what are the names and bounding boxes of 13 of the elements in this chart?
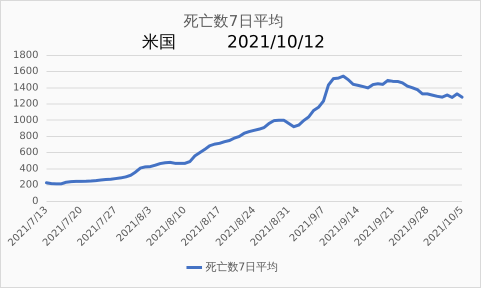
y-tick-label: 800 (19, 131, 38, 142)
y-tick-label: 600 (19, 147, 38, 158)
y-tick-label: 1000 (12, 114, 38, 126)
y-tick-label: 1400 (12, 82, 38, 94)
chart-title: 死亡数7日平均 (184, 12, 284, 30)
y-tick-label: 0 (32, 196, 38, 207)
y-tick-label: 200 (19, 180, 38, 191)
y-tick-label: 1200 (12, 98, 38, 110)
y-tick-label: 400 (19, 163, 38, 174)
y-tick-label: 1600 (12, 66, 38, 78)
legend-label: 死亡数7日平均 (205, 260, 278, 274)
y-tick-label: 1800 (12, 50, 38, 61)
chart-subtitle: 米国 2021/10/12 (142, 32, 325, 53)
